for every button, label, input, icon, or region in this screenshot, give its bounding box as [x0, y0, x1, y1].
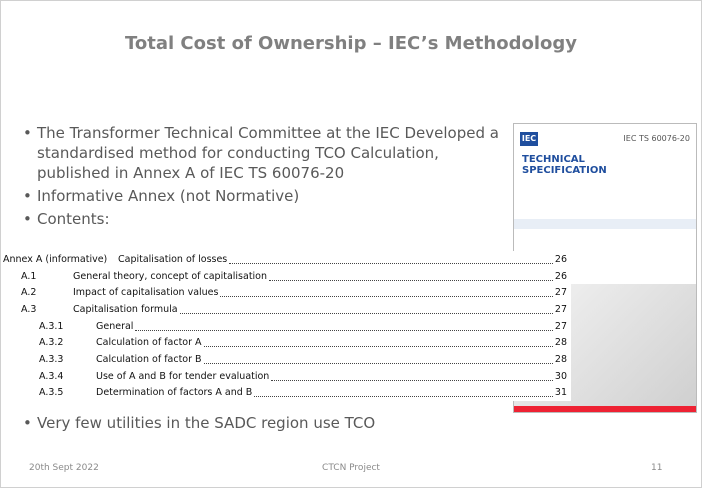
cover-code: IEC TS 60076-20	[623, 134, 690, 143]
toc-leader	[204, 338, 553, 347]
toc-page: 27	[555, 321, 571, 332]
toc-leader	[269, 272, 553, 281]
toc-page: 28	[555, 337, 571, 348]
toc-page: 28	[555, 354, 571, 365]
toc-page: 27	[555, 304, 571, 315]
toc-title: Calculation of factor A	[96, 337, 202, 348]
toc-number: A.3.1	[1, 321, 96, 332]
toc-leader	[271, 372, 553, 381]
toc-title: General	[96, 321, 133, 332]
slide-title: Total Cost of Ownership – IEC’s Methodol…	[1, 33, 701, 54]
toc-title: Calculation of factor B	[96, 354, 202, 365]
toc-number: A.3.4	[1, 371, 96, 382]
toc-title: Impact of capitalisation values	[73, 287, 218, 298]
footer-project: CTCN Project	[1, 463, 701, 473]
toc-leader	[220, 288, 552, 297]
toc-page: 26	[555, 271, 571, 282]
toc-leader	[229, 255, 553, 264]
slide: Total Cost of Ownership – IEC’s Methodol…	[0, 0, 702, 488]
cover-strip	[514, 406, 696, 412]
bullet: Informative Annex (not Normative)	[23, 186, 507, 206]
toc-number: A.3.3	[1, 354, 96, 365]
bullet: The Transformer Technical Committee at t…	[23, 123, 507, 183]
toc-page: 31	[555, 387, 571, 398]
cover-band	[514, 219, 696, 229]
table-of-contents: Annex A (informative)Capitalisation of l…	[1, 251, 571, 401]
bullet: Very few utilities in the SADC region us…	[23, 413, 507, 433]
toc-title: Capitalisation formula	[73, 304, 178, 315]
toc-number: A.1	[1, 271, 73, 282]
toc-number: A.3.5	[1, 387, 96, 398]
toc-leader	[135, 322, 552, 331]
toc-title: Capitalisation of losses	[118, 254, 227, 265]
toc-leader	[204, 355, 553, 364]
toc-title: General theory, concept of capitalisatio…	[73, 271, 267, 282]
toc-row: Annex A (informative)Capitalisation of l…	[1, 251, 571, 268]
toc-number: A.3	[1, 304, 73, 315]
footer-page: 11	[651, 463, 662, 473]
toc-number: A.3.2	[1, 337, 96, 348]
cover-logo: IEC	[520, 132, 538, 146]
toc-page: 27	[555, 287, 571, 298]
toc-title: Use of A and B for tender evaluation	[96, 371, 269, 382]
cover-heading: TECHNICAL SPECIFICATION	[522, 154, 622, 176]
toc-leader	[180, 305, 553, 314]
toc-number: A.2	[1, 287, 73, 298]
toc-title: Determination of factors A and B	[96, 387, 252, 398]
toc-leader	[254, 388, 553, 397]
toc-page: 26	[555, 254, 571, 265]
toc-number: Annex A (informative)	[1, 254, 118, 265]
bullet: Contents:	[23, 209, 507, 229]
toc-page: 30	[555, 371, 571, 382]
